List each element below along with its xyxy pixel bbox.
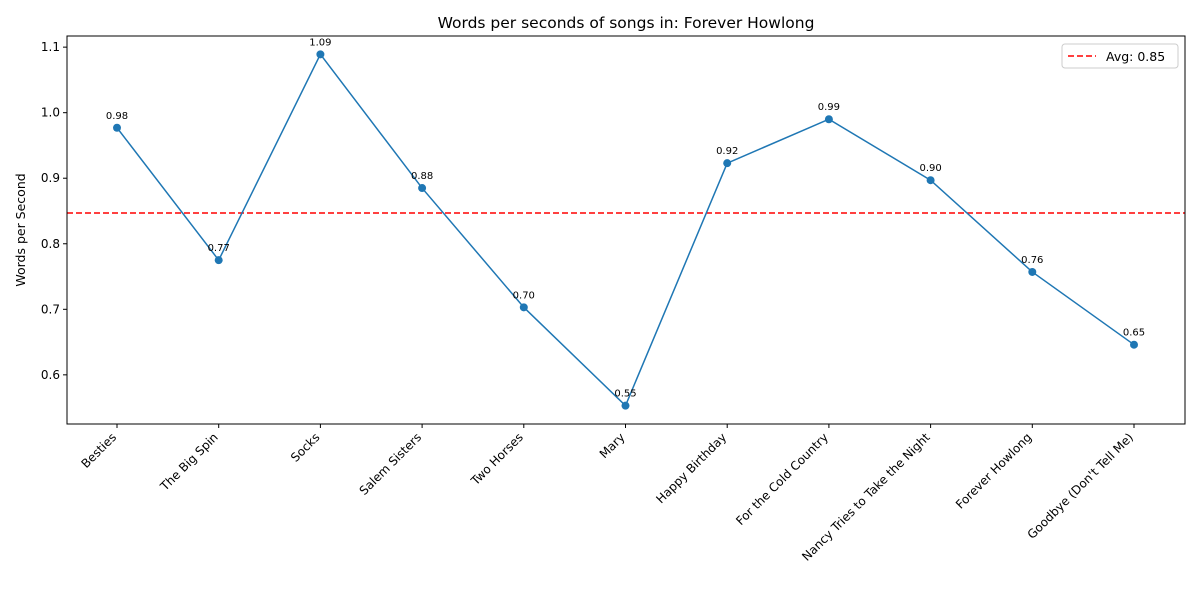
- data-label: 1.09: [309, 37, 331, 48]
- y-tick-label: 1.0: [41, 106, 60, 120]
- y-tick-label: 1.1: [41, 40, 60, 54]
- data-label: 0.92: [716, 146, 738, 157]
- y-tick-label: 0.7: [41, 302, 60, 316]
- y-tick-label: 0.6: [41, 368, 60, 382]
- data-label: 0.65: [1123, 328, 1145, 339]
- data-point: [113, 123, 121, 132]
- data-label: 0.98: [106, 111, 128, 122]
- x-tick-label: Mary: [597, 430, 628, 461]
- data-point: [214, 256, 223, 265]
- data-point: [824, 115, 833, 124]
- data-label: 0.90: [919, 163, 941, 174]
- data-label: 0.55: [614, 389, 636, 400]
- data-point: [316, 50, 325, 59]
- legend-box: [1061, 43, 1179, 69]
- x-tick-label: Salem Sisters: [357, 430, 425, 498]
- legend-average-label: Avg: 0.85: [1106, 49, 1165, 64]
- x-tick-label: Goodbye (Don't Tell Me): [1025, 430, 1137, 542]
- legend: Avg: 0.85: [1061, 43, 1179, 69]
- data-point: [519, 303, 528, 312]
- data-point: [723, 159, 732, 168]
- data-point: [418, 184, 427, 193]
- y-tick-label: 0.8: [41, 237, 60, 251]
- x-tick-label: Forever Howlong: [953, 430, 1034, 511]
- series-line: [116, 52, 1135, 407]
- x-tick-label: Two Horses: [468, 430, 526, 488]
- data-label: 0.70: [513, 290, 535, 301]
- data-point: [1028, 267, 1037, 276]
- y-tick-label: 0.9: [41, 171, 60, 185]
- x-tick-label: The Big Spin: [157, 430, 221, 494]
- x-tick-label: Happy Birthday: [653, 430, 729, 506]
- plot-area: 0.6 0.7 0.8 0.9 1.0 1.1 Besties The Big Spin Soc…: [41, 37, 1185, 564]
- data-label: 0.77: [208, 243, 230, 254]
- data-label: 0.99: [818, 102, 840, 113]
- x-tick-label: For the Cold Country: [733, 430, 831, 528]
- data-label: 0.76: [1021, 255, 1043, 266]
- chart-title: Words per seconds of songs in: Forever H…: [438, 14, 815, 32]
- data-point: [926, 176, 935, 185]
- data-point: [621, 401, 630, 410]
- x-tick-label: Besties: [78, 430, 119, 471]
- x-tick-label: Socks: [288, 430, 322, 464]
- data-point: [1130, 340, 1138, 349]
- y-axis-label: Words per Second: [13, 173, 28, 286]
- data-label: 0.88: [411, 171, 433, 182]
- plot-frame: [66, 35, 1186, 425]
